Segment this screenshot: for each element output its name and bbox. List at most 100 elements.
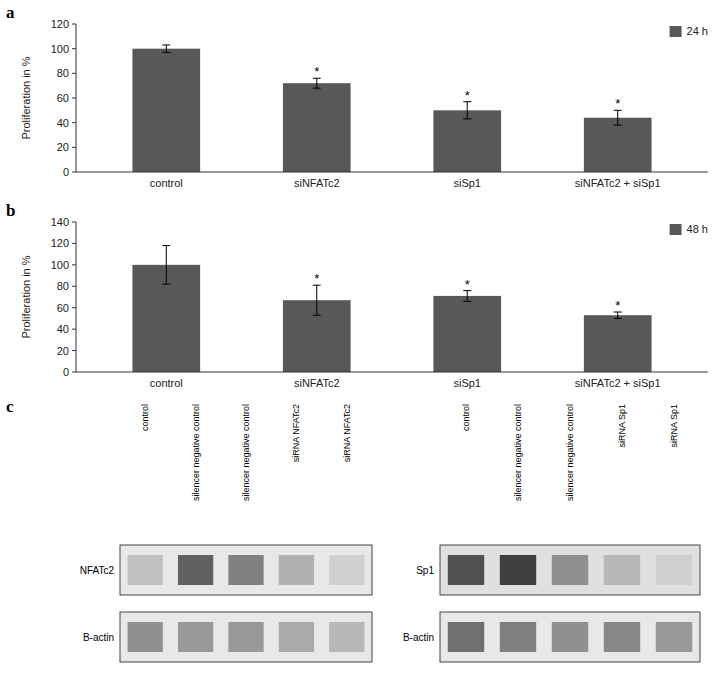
y-tick — [72, 243, 76, 244]
lane-label: silencer negative control — [513, 404, 523, 501]
y-tick — [72, 73, 76, 74]
x-tick-label: control — [150, 377, 183, 389]
legend-label: 48 h — [687, 223, 708, 235]
y-tick — [72, 24, 76, 25]
error-cap — [162, 245, 170, 246]
y-tick — [72, 172, 76, 173]
legend-label: 24 h — [687, 25, 708, 37]
x-tick-label: siNFATc2 + siSp1 — [575, 377, 661, 389]
error-cap — [313, 315, 321, 316]
error-line — [166, 246, 167, 285]
x-tick-label: siSp1 — [453, 377, 481, 389]
blot-band — [128, 555, 163, 585]
lane-label: silencer negative control — [191, 404, 201, 501]
y-tick-label: 60 — [57, 92, 69, 104]
error-bar — [313, 285, 321, 315]
error-bar — [162, 45, 170, 52]
y-tick — [72, 307, 76, 308]
error-bar — [614, 110, 622, 125]
y-tick-label: 80 — [57, 280, 69, 292]
blot-band — [604, 622, 640, 652]
panel-label: a — [6, 3, 15, 22]
blot-band — [448, 555, 484, 585]
blot-band — [279, 622, 314, 652]
y-tick-label: 60 — [57, 302, 69, 314]
y-tick — [72, 48, 76, 49]
y-tick — [72, 147, 76, 148]
blot-band — [228, 622, 263, 652]
blot: controlsilencer negative controlsilencer… — [403, 404, 700, 662]
y-tick-label: 40 — [57, 323, 69, 335]
annotation: * — [615, 298, 620, 313]
x-tick-label: siNFATc2 — [294, 177, 340, 189]
y-tick — [72, 372, 76, 373]
bar-chart: ***020406080100120140controlsiNFATc2siSp… — [20, 216, 708, 389]
legend-swatch — [670, 224, 682, 235]
error-line — [617, 110, 618, 125]
error-cap — [162, 44, 170, 45]
blot-band — [279, 555, 314, 585]
error-line — [316, 78, 317, 88]
error-cap — [162, 52, 170, 53]
blot-box — [120, 612, 372, 662]
y-axis-line — [76, 222, 77, 372]
annotation: * — [314, 64, 319, 79]
x-tick-label: siNFATc2 — [294, 377, 340, 389]
x-tick-label: siNFATc2 + siSp1 — [575, 177, 661, 189]
blot-band — [656, 555, 692, 585]
bar — [283, 83, 351, 172]
annotation: * — [465, 277, 470, 292]
y-tick-label: 100 — [51, 259, 69, 271]
lane-label: control — [140, 404, 150, 431]
error-bar — [162, 246, 170, 285]
blot-band — [228, 555, 263, 585]
error-cap — [463, 301, 471, 302]
background — [0, 0, 726, 691]
error-cap — [463, 118, 471, 119]
x-tick-label: control — [150, 177, 183, 189]
x-axis-line — [76, 372, 708, 373]
figure: ***020406080100120controlsiNFATc2siSp1si… — [0, 0, 726, 691]
blot-band — [500, 622, 536, 652]
y-tick — [72, 350, 76, 351]
blot-band — [552, 622, 588, 652]
blot-band — [178, 622, 213, 652]
legend: 48 h — [670, 223, 708, 235]
blot-band — [329, 622, 364, 652]
x-axis-line — [76, 172, 708, 173]
bar-chart: ***020406080100120controlsiNFATc2siSp1si… — [20, 18, 708, 189]
error-cap — [162, 284, 170, 285]
blot-row-label: B-actin — [403, 632, 434, 643]
y-tick-label: 0 — [63, 166, 69, 178]
blot-band — [656, 622, 692, 652]
error-line — [316, 285, 317, 315]
error-cap — [614, 318, 622, 319]
marks — [132, 45, 651, 172]
error-line — [166, 45, 167, 52]
bar — [584, 118, 652, 172]
blot-row-label: NFATc2 — [80, 565, 115, 576]
x-tick-label: siSp1 — [453, 177, 481, 189]
y-tick-label: 0 — [63, 366, 69, 378]
y-tick-label: 40 — [57, 117, 69, 129]
blot-band — [128, 622, 163, 652]
marks — [132, 246, 651, 372]
lane-label: siRNA Sp1 — [669, 404, 679, 448]
y-axis-label: Proliferation in % — [20, 56, 32, 139]
y-tick — [72, 222, 76, 223]
blot-box — [440, 545, 700, 595]
blot-row-label: Sp1 — [416, 565, 434, 576]
blot-row-label: B-actin — [83, 632, 114, 643]
blot-band — [448, 622, 484, 652]
y-tick — [72, 329, 76, 330]
blot-band — [329, 555, 364, 585]
annotation: * — [314, 271, 319, 286]
y-tick — [72, 286, 76, 287]
lane-label: siRNA NFATc2 — [342, 404, 352, 462]
error-bar — [313, 78, 321, 88]
bar — [132, 49, 200, 172]
error-cap — [313, 88, 321, 89]
y-tick-label: 120 — [51, 237, 69, 249]
lane-label: siRNA NFATc2 — [291, 404, 301, 462]
lane-label: siRNA Sp1 — [617, 404, 627, 448]
